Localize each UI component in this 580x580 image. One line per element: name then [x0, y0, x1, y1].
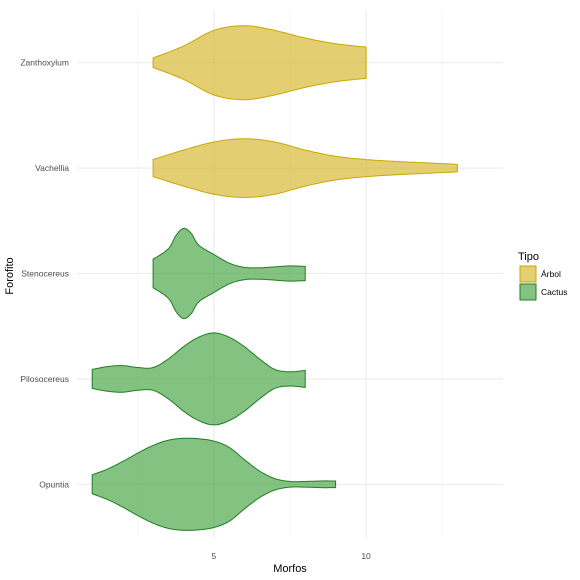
y-axis-title: Forofito [4, 257, 16, 294]
legend-key-cactus [519, 283, 537, 301]
y-tick-label: Zanthoxylum [20, 58, 69, 68]
y-tick-label: Opuntia [39, 479, 69, 489]
legend-title: Tipo [518, 251, 539, 263]
violins [91, 25, 458, 531]
y-tick-label: Stenocereus [21, 269, 69, 279]
violin-pilosocereus [91, 332, 306, 426]
violin-stenocereus [152, 227, 306, 320]
y-tick-labels: Opuntia Pilosocereus Stenocereus Vachellia Z… [20, 58, 69, 490]
y-tick-label: Pilosocereus [20, 374, 69, 384]
y-tick-label: Vachellia [35, 163, 69, 173]
legend-label: Árbol [541, 269, 561, 279]
x-tick-labels: 5 10 [212, 551, 372, 561]
legend-label: Cactus [541, 287, 567, 297]
x-tick-label: 10 [361, 551, 371, 561]
x-axis-title: Morfos [273, 563, 307, 575]
legend-key-arbol [519, 265, 537, 283]
violin-vachellia [152, 138, 458, 198]
x-tick-label: 5 [212, 551, 217, 561]
violin-zanthoxylum [152, 25, 367, 101]
violin-opuntia [91, 437, 337, 531]
legend: Tipo Árbol Cactus [518, 251, 567, 301]
